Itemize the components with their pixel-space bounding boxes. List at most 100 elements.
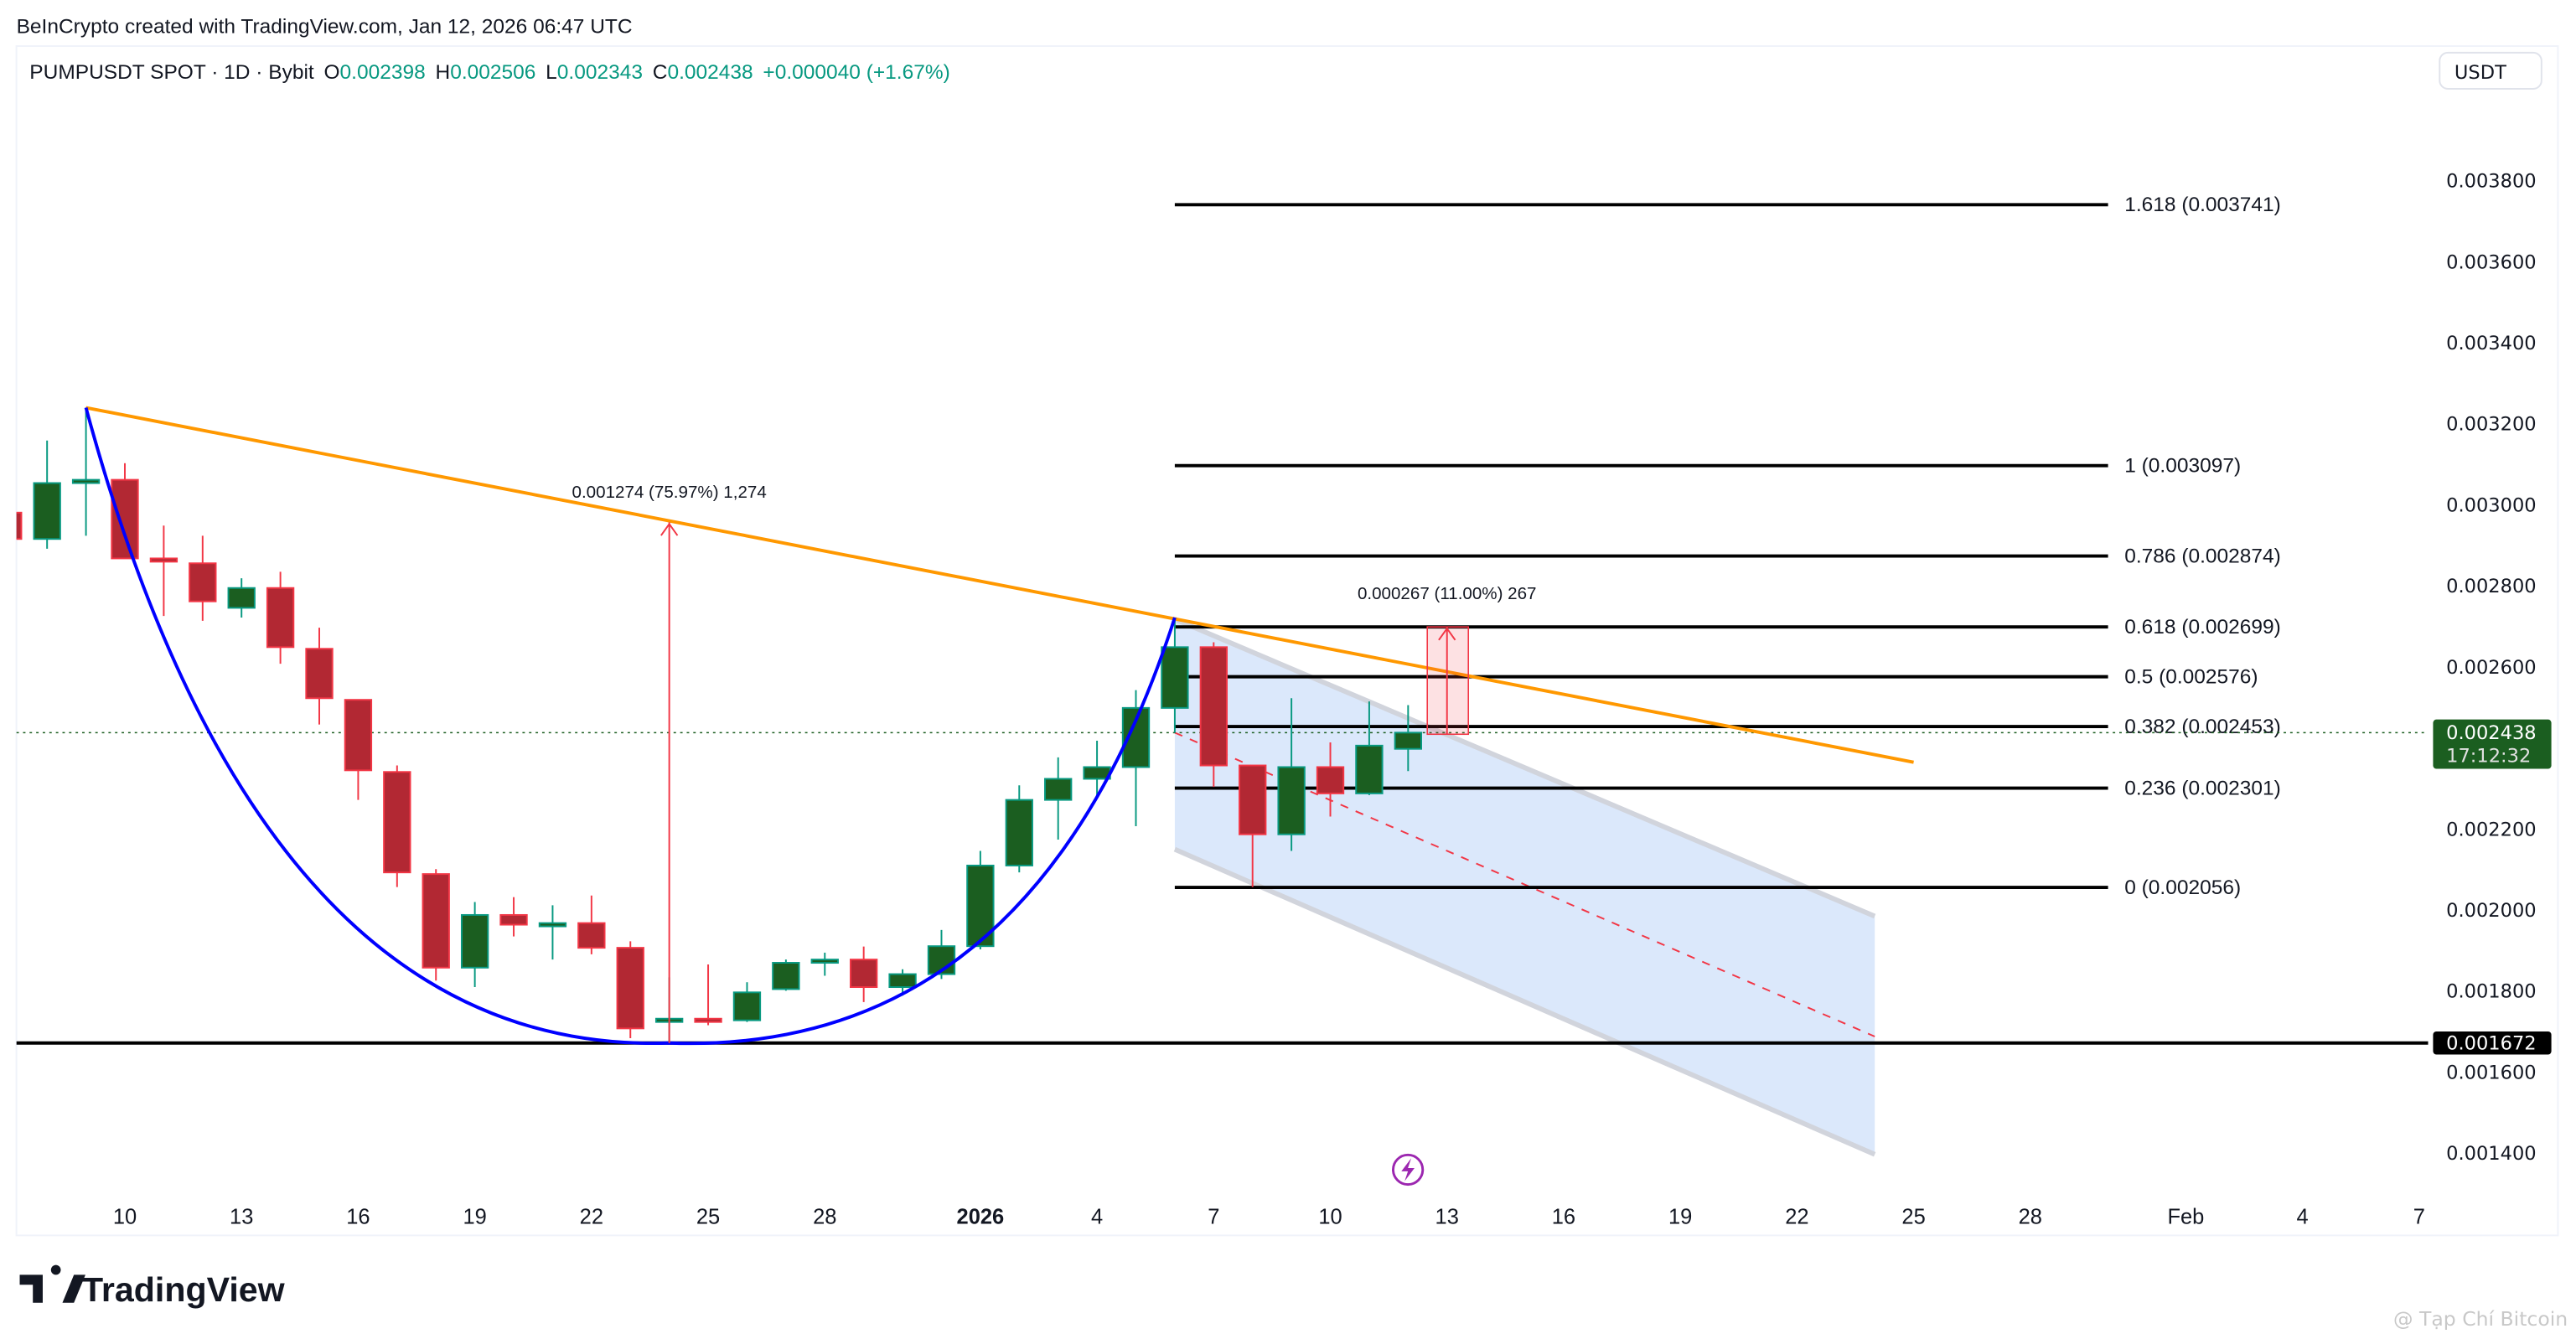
candle-body (810, 959, 839, 964)
candle[interactable] (1005, 785, 1033, 873)
lightning-icon[interactable] (1391, 1153, 1425, 1186)
candle-body (1044, 778, 1073, 801)
date-tick-label: 2026 (957, 1206, 1005, 1229)
candle-body (888, 973, 917, 989)
change-value: +0.000040 (+1.67%) (763, 61, 949, 84)
price-tick-label: 0.002800 (2446, 576, 2537, 597)
candle[interactable] (888, 969, 917, 996)
date-tick-label: 16 (1552, 1206, 1575, 1229)
candle[interactable] (305, 628, 334, 725)
price-tick-label: 0.003400 (2446, 333, 2537, 354)
candle[interactable] (499, 897, 528, 937)
price-tick-label: 0.002200 (2446, 819, 2537, 840)
price-tick-label: 0.003800 (2446, 171, 2537, 193)
date-tick-label: 19 (1668, 1206, 1692, 1229)
candle[interactable] (344, 699, 373, 800)
candle-body (344, 699, 373, 772)
descending-trendline[interactable] (85, 406, 1914, 764)
candle-body (616, 947, 644, 1030)
date-tick-label: 22 (580, 1206, 603, 1229)
candle[interactable] (71, 407, 101, 536)
low-value: 0.002343 (557, 61, 643, 84)
support-price-value: 0.001672 (2446, 1033, 2537, 1055)
candle-body (577, 922, 606, 949)
date-tick-label: 4 (1091, 1206, 1103, 1229)
fib-level-label: 1.618 (0.003741) (2124, 194, 2281, 216)
candle-body (149, 557, 178, 563)
price-tick-label: 0.003600 (2446, 251, 2537, 273)
candle[interactable] (0, 509, 23, 541)
date-tick-label: 7 (1208, 1206, 1219, 1229)
candle-body (383, 771, 411, 874)
candle-body (33, 482, 61, 540)
candle-body (227, 587, 256, 609)
candle[interactable] (616, 941, 644, 1038)
credit-text: BeInCrypto created with TradingView.com,… (17, 15, 633, 38)
date-tick-label: 16 (346, 1206, 370, 1229)
brand-text: TradingView (82, 1270, 286, 1309)
candle[interactable] (460, 902, 489, 988)
candle[interactable] (538, 905, 567, 960)
date-tick-label: 13 (230, 1206, 253, 1229)
candle[interactable] (1199, 642, 1228, 788)
candle[interactable] (189, 535, 217, 621)
fib-level-label: 0.786 (0.002874) (2124, 545, 2281, 567)
candle[interactable] (1083, 741, 1111, 797)
candle[interactable] (266, 571, 295, 664)
candle-body (1161, 646, 1189, 709)
price-range-measure[interactable]: 0.000267 (11.00%) 267 (1358, 584, 1537, 736)
date-tick-label: Feb (2167, 1206, 2204, 1229)
candle[interactable] (694, 964, 722, 1026)
open-value: 0.002398 (340, 61, 426, 84)
candle[interactable] (33, 440, 61, 549)
date-tick-label: 10 (1318, 1206, 1342, 1229)
candle[interactable] (383, 765, 411, 887)
currency-button[interactable]: USDT (2439, 51, 2542, 90)
current-price-value: 0.002438 (2446, 722, 2537, 744)
candle[interactable] (810, 952, 839, 976)
candle-body (499, 913, 528, 926)
candle-body (1316, 766, 1345, 794)
channel-mid-line[interactable] (1174, 732, 1875, 1037)
candle-body (1239, 764, 1267, 835)
date-tick-label: 4 (2297, 1206, 2309, 1229)
price-range-measure[interactable]: 0.001274 (75.97%) 1,274 (572, 483, 767, 1043)
date-tick-label: 10 (113, 1206, 137, 1229)
candle[interactable] (732, 982, 762, 1022)
date-tick-label: 28 (2019, 1206, 2042, 1229)
candle-body (71, 478, 101, 484)
price-tick-label: 0.003000 (2446, 494, 2537, 516)
measure-label: 0.000267 (11.00%) 267 (1358, 584, 1537, 603)
candle[interactable] (577, 895, 606, 954)
tradingview-logo[interactable]: TradingView (19, 1264, 286, 1309)
candle-body (1355, 744, 1384, 794)
rounding-bottom-curve[interactable] (84, 407, 1177, 1046)
channel-upper-line[interactable] (1173, 617, 1876, 919)
high-value: 0.002506 (450, 61, 535, 84)
candle[interactable] (1316, 742, 1345, 817)
candle[interactable] (1044, 757, 1073, 840)
candle[interactable] (772, 959, 800, 991)
candle[interactable] (850, 946, 878, 1002)
candle[interactable] (1355, 701, 1384, 795)
date-tick-label: 19 (463, 1206, 486, 1229)
candle[interactable] (149, 525, 178, 617)
candle[interactable] (422, 869, 450, 981)
candle[interactable] (1277, 698, 1306, 851)
candle[interactable] (1161, 618, 1189, 733)
support-price-badge: 0.001672 (2433, 1031, 2552, 1055)
candle-body (266, 587, 295, 649)
candle[interactable] (1394, 705, 1422, 772)
candle[interactable] (111, 463, 139, 560)
fib-level-label: 0.382 (0.002453) (2124, 716, 2281, 738)
candle-body (1083, 766, 1111, 780)
candle[interactable] (227, 578, 256, 618)
channel-lower-line[interactable] (1173, 846, 1876, 1157)
candle-body (305, 648, 334, 700)
watermark: @ Tạp Chí Bitcoin (2393, 1307, 2568, 1331)
candle-body (111, 478, 139, 560)
candle[interactable] (1239, 764, 1267, 887)
fib-level-label: 0 (0.002056) (2124, 876, 2241, 899)
